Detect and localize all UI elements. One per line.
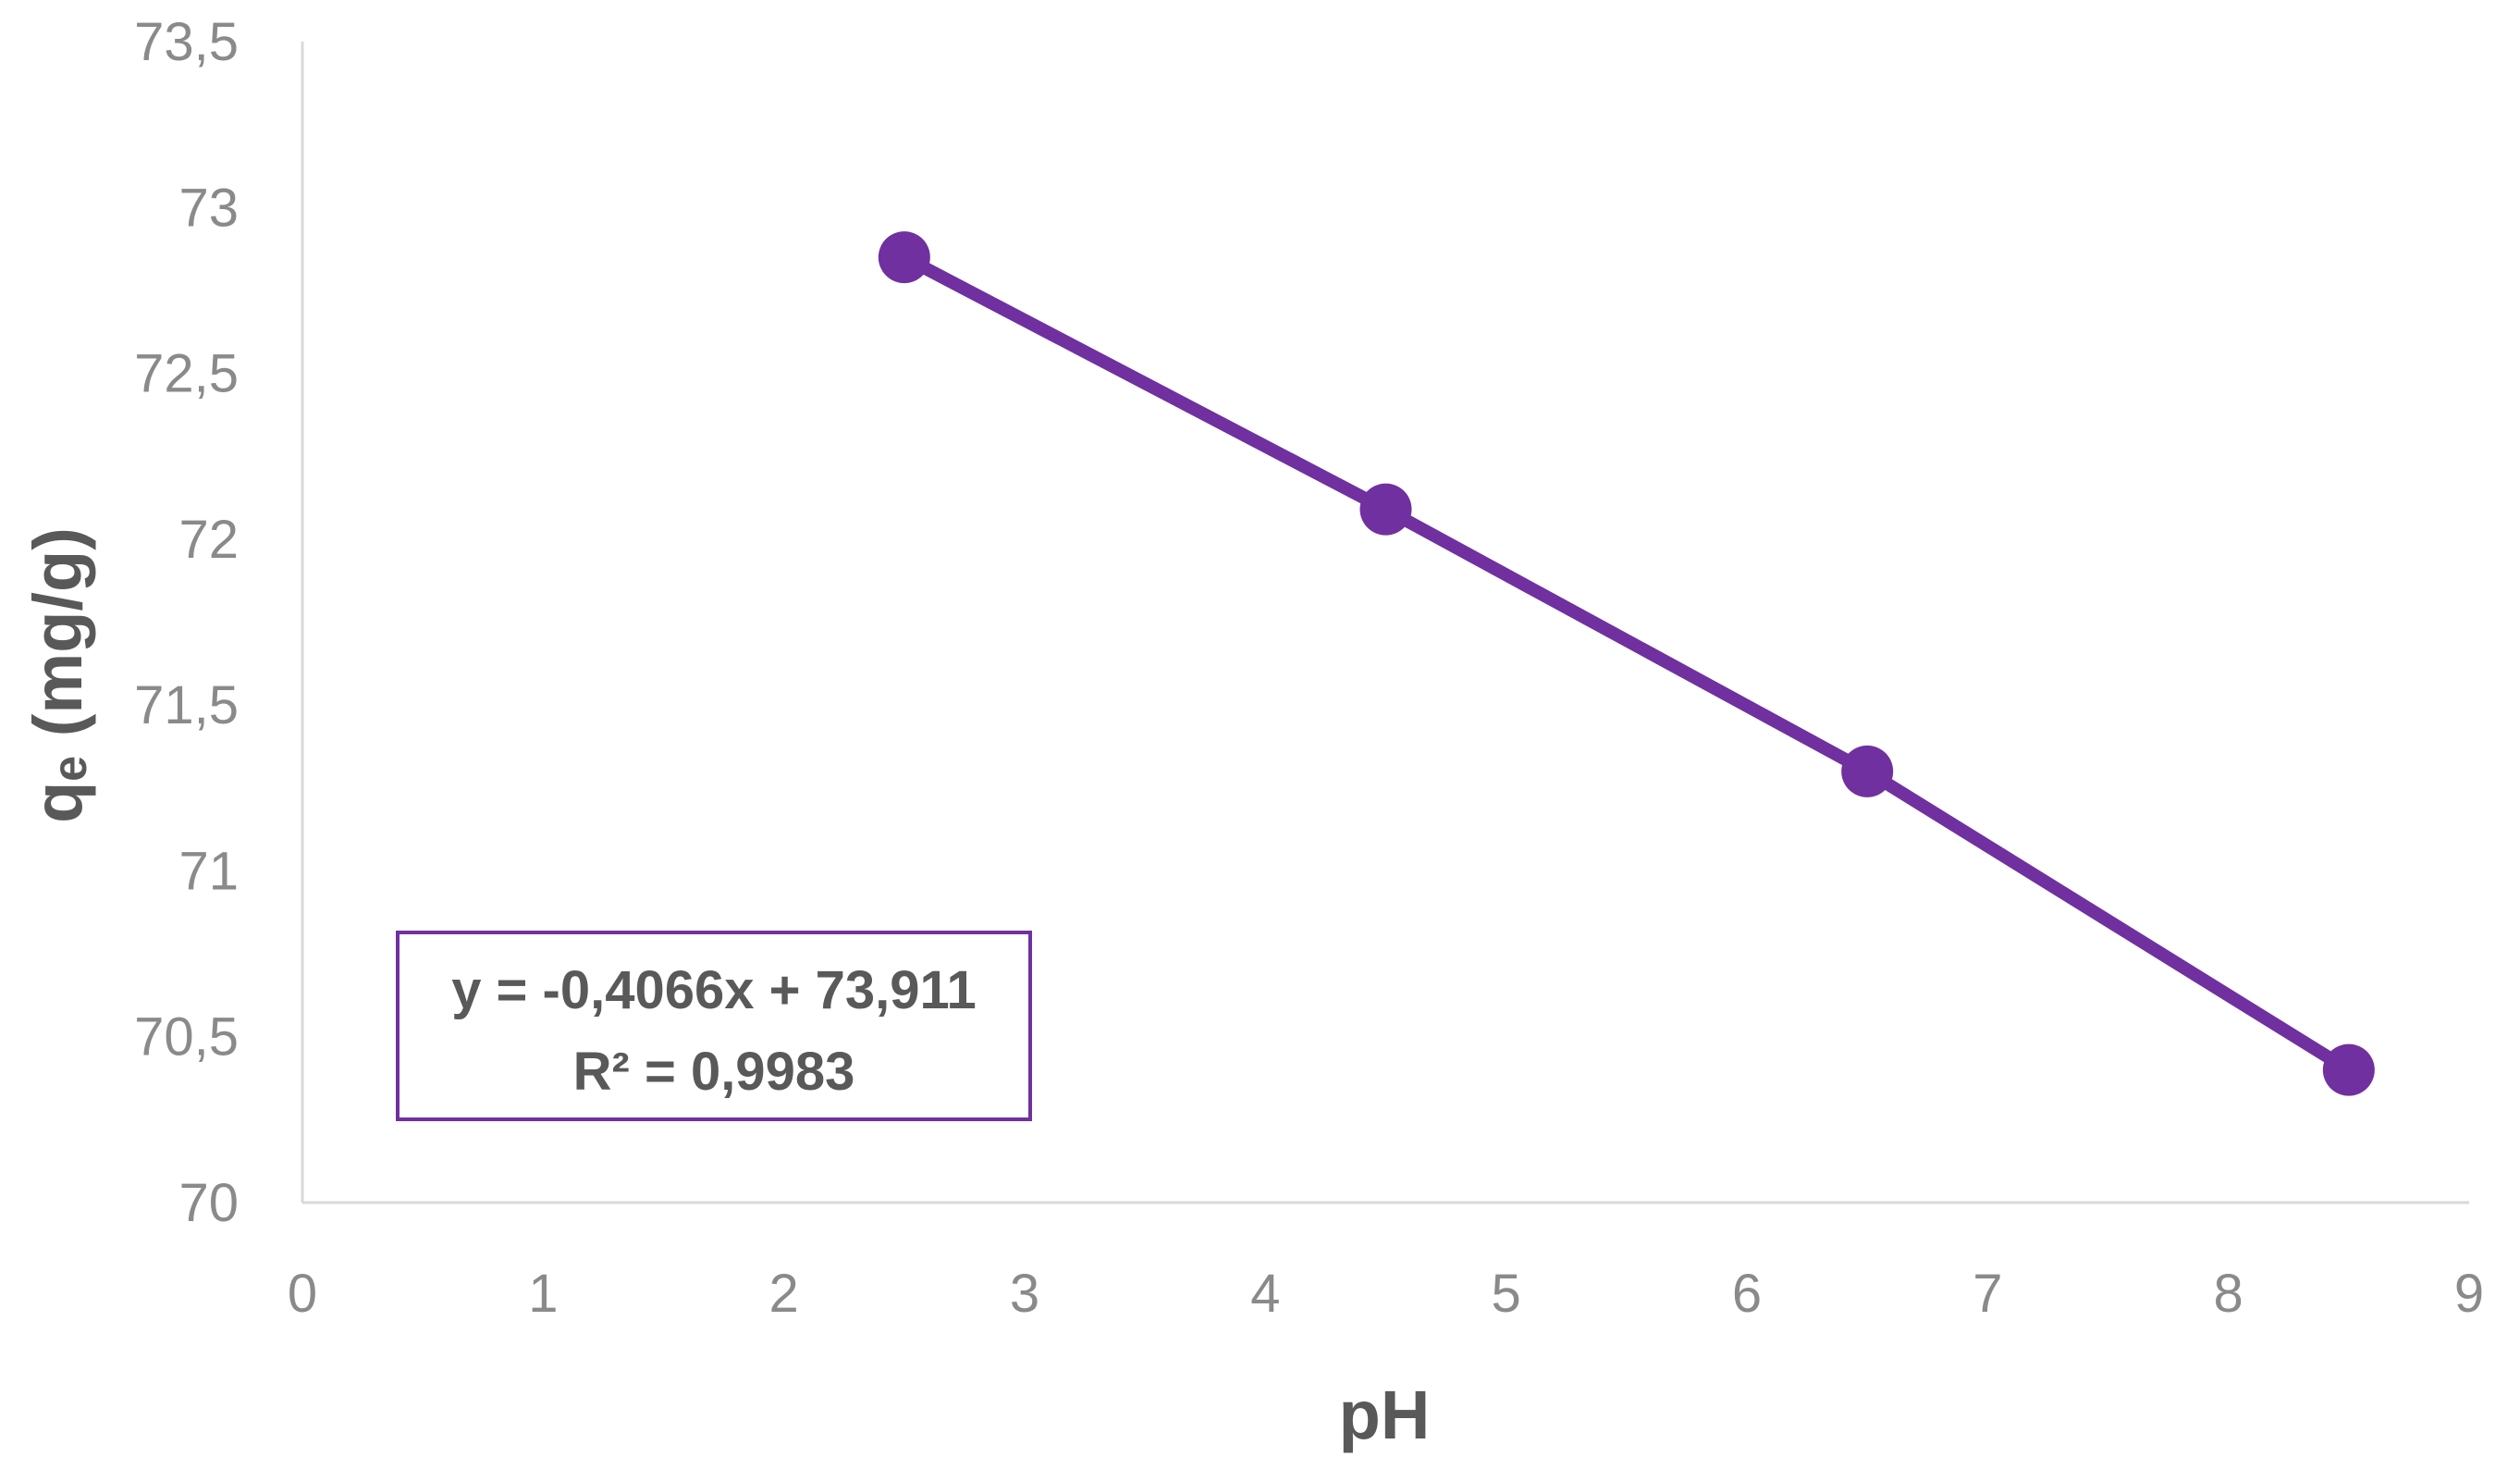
y-tick-label: 71,5	[134, 675, 239, 735]
r-squared-value: R² = 0,9983	[573, 1042, 855, 1102]
y-tick-label: 73	[178, 178, 239, 238]
axes	[301, 42, 2469, 1204]
x-tick-label: 2	[769, 1264, 799, 1324]
x-tick-label: 1	[528, 1264, 558, 1324]
x-tick-label: 7	[1973, 1264, 2002, 1324]
data-point	[878, 231, 930, 284]
x-tick-label: 3	[1010, 1264, 1039, 1324]
x-tick-label: 0	[288, 1264, 317, 1324]
data-point	[2322, 1043, 2375, 1096]
trendline-equation: y = -0,4066x + 73,911	[451, 960, 977, 1020]
x-tick-label: 4	[1250, 1264, 1280, 1324]
x-tick-label: 9	[2454, 1264, 2484, 1324]
y-tick-label: 72	[178, 510, 239, 570]
y-tick-label: 72,5	[134, 344, 239, 404]
series-line	[897, 251, 2355, 1077]
y-tick-label: 70,5	[134, 1007, 239, 1068]
x-tick-label: 5	[1492, 1264, 1521, 1324]
y-tick-label: 71	[178, 841, 239, 901]
x-tick-label: 8	[2214, 1264, 2243, 1324]
trendline-equation-box: y = -0,4066x + 73,911 R² = 0,9983	[396, 931, 1032, 1121]
data-point	[1359, 483, 1412, 536]
series	[897, 251, 2355, 1077]
x-tick-labels: 0 1 2 3 4 5 6 7 8 9	[288, 1264, 2484, 1324]
equation-frame	[396, 931, 1032, 1121]
y-axis-title: qₑ (mg/g)	[19, 527, 96, 823]
x-tick-label: 6	[1732, 1264, 1762, 1324]
data-point	[1841, 745, 1894, 797]
y-tick-label: 73,5	[134, 12, 239, 72]
y-tick-labels: 70 70,5 71 71,5 72 72,5 73 73,5	[134, 12, 239, 1233]
data-points	[878, 231, 2375, 1096]
y-tick-label: 70	[178, 1173, 239, 1233]
x-axis-title: pH	[1339, 1376, 1431, 1453]
